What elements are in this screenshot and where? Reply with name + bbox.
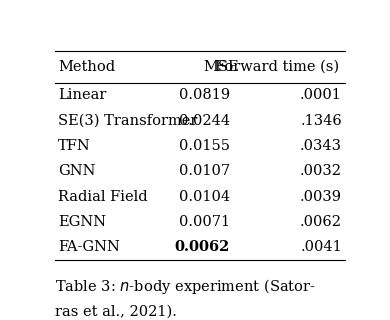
Text: Forward time (s): Forward time (s)	[215, 60, 339, 74]
Text: 0.0071: 0.0071	[179, 215, 230, 229]
Text: Table 3: $n$-body experiment (Sator-: Table 3: $n$-body experiment (Sator-	[55, 277, 316, 296]
Text: GNN: GNN	[58, 164, 95, 179]
Text: .0032: .0032	[300, 164, 342, 179]
Text: .0041: .0041	[300, 241, 342, 254]
Text: .0039: .0039	[300, 190, 342, 204]
Text: SE(3) Transformer: SE(3) Transformer	[58, 114, 197, 128]
Text: 0.0104: 0.0104	[179, 190, 230, 204]
Text: Linear: Linear	[58, 88, 106, 102]
Text: .1346: .1346	[300, 114, 342, 128]
Text: Radial Field: Radial Field	[58, 190, 147, 204]
Text: MSE: MSE	[203, 60, 239, 74]
Text: EGNN: EGNN	[58, 215, 106, 229]
Text: 0.0155: 0.0155	[179, 139, 230, 153]
Text: .0343: .0343	[300, 139, 342, 153]
Text: .0001: .0001	[300, 88, 342, 102]
Text: 0.0107: 0.0107	[179, 164, 230, 179]
Text: TFN: TFN	[58, 139, 90, 153]
Text: 0.0244: 0.0244	[179, 114, 230, 128]
Text: 0.0819: 0.0819	[179, 88, 230, 102]
Text: FA-GNN: FA-GNN	[58, 241, 120, 254]
Text: Method: Method	[58, 60, 115, 74]
Text: 0.0062: 0.0062	[175, 241, 230, 254]
Text: ras et al., 2021).: ras et al., 2021).	[55, 305, 177, 318]
Text: .0062: .0062	[300, 215, 342, 229]
